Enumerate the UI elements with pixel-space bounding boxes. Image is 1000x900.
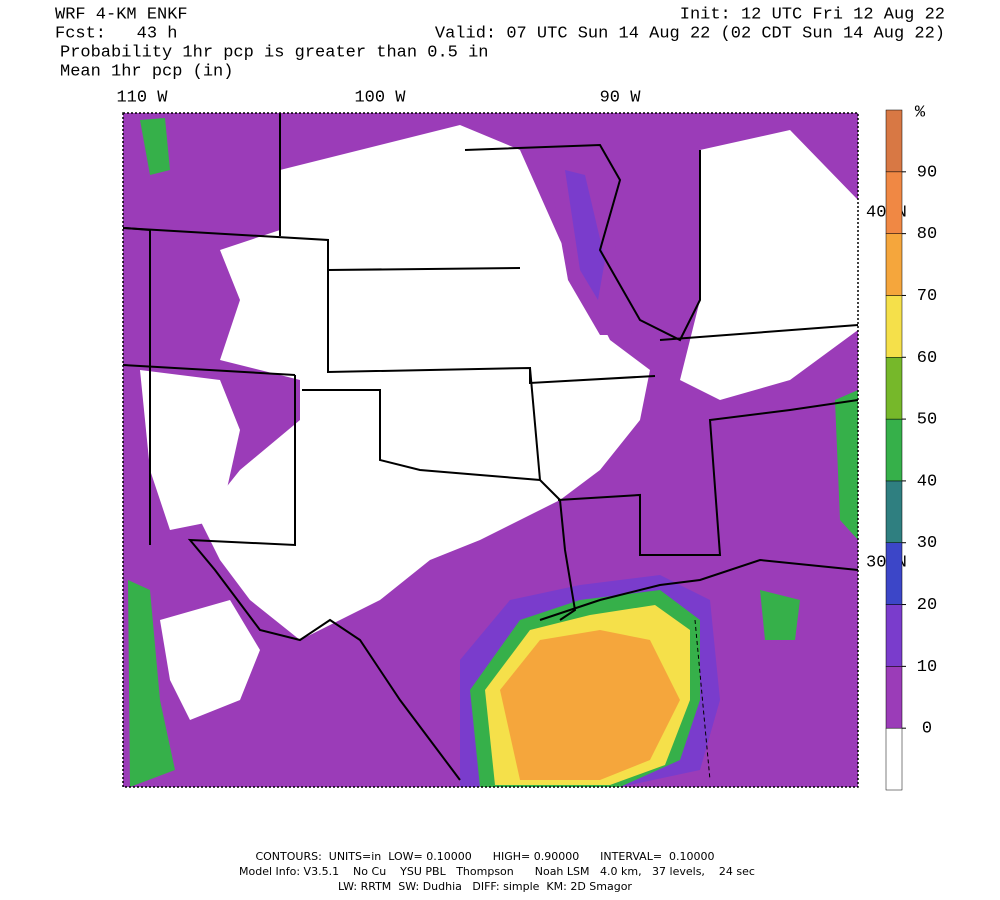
colorbar-tick-label: 70 (917, 287, 937, 306)
color-box (885, 542, 903, 605)
color-box (885, 171, 903, 234)
init-time: Init: 12 UTC Fri 12 Aug 22 (680, 5, 945, 24)
colorbar-tick-label: 90 (917, 163, 937, 182)
lon-label: 90 W (600, 88, 642, 107)
model-name: WRF 4-KM ENKF (55, 5, 188, 24)
colorbar-tick-label: 30 (917, 534, 937, 553)
color-box (885, 233, 903, 296)
colorbar-tick-label: 20 (917, 596, 937, 615)
valid-time: Valid: 07 UTC Sun 14 Aug 22 (02 CDT Sun … (435, 24, 945, 43)
forecast-hour: Fcst: 43 h (55, 24, 177, 43)
field-subtitle: Mean 1hr pcp (in) (60, 62, 233, 81)
color-box (885, 604, 903, 667)
color-box (885, 418, 903, 482)
color-box (885, 666, 903, 729)
lon-label: 110 W (116, 88, 168, 107)
model-info: Model Info: V3.5.1 No Cu YSU PBL Thompso… (239, 865, 755, 878)
color-box (885, 295, 903, 358)
colorbar-tick-label: 10 (917, 658, 937, 677)
colorbar-tick-label: 80 (917, 225, 937, 244)
color-box (885, 480, 903, 543)
colorbar: % 0 10 20 30 40 50 60 70 80 90 (885, 103, 937, 791)
colorbar-unit: % (915, 103, 926, 122)
map (122, 112, 859, 788)
contour-info: CONTOURS: UNITS=in LOW= 0.10000 HIGH= 0.… (255, 850, 714, 863)
physics-info: LW: RRTM SW: Dudhia DIFF: simple KM: 2D … (338, 880, 632, 893)
colorbar-tick-label: 60 (917, 349, 937, 368)
colorbar-tick-label: 0 (922, 720, 932, 739)
color-box (885, 109, 903, 173)
color-box (885, 357, 903, 420)
colorbar-tick-label: 40 (917, 472, 937, 491)
lon-label: 100 W (354, 88, 406, 107)
colorbar-tick-label: 50 (917, 411, 937, 430)
color-box (885, 727, 903, 791)
field-title: Probability 1hr pcp is greater than 0.5 … (60, 43, 488, 62)
